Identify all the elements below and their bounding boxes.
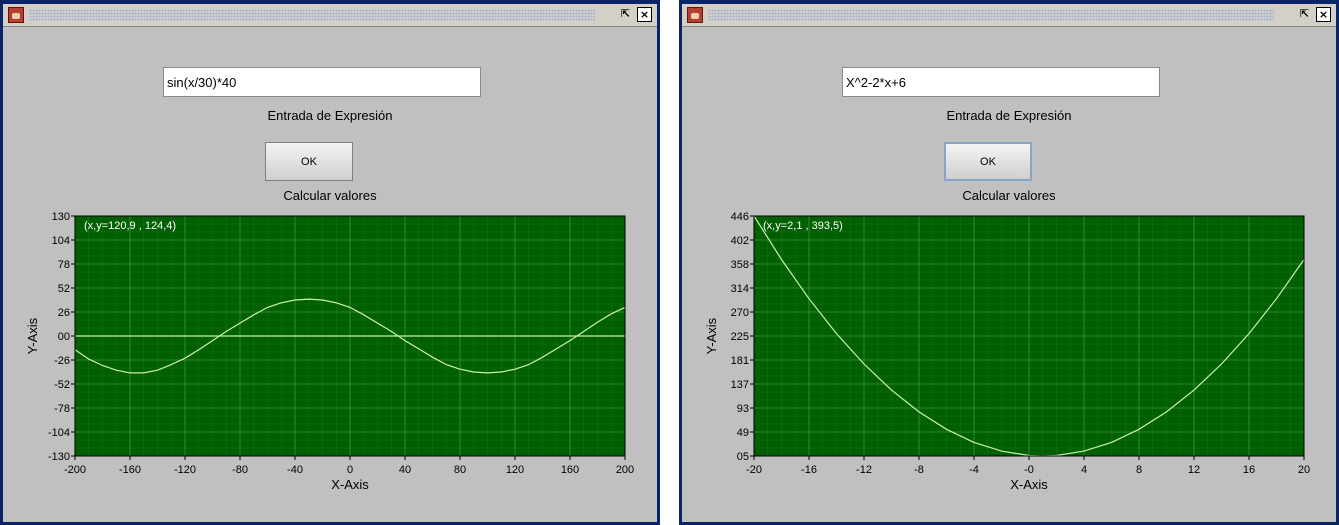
- ok-button[interactable]: OK: [265, 142, 353, 181]
- y-tick-label: 270: [731, 307, 749, 319]
- plotter-window-1: ⇱ × Entrada de Expresión OK Calcular val…: [0, 0, 660, 525]
- expression-input[interactable]: [842, 67, 1160, 97]
- title-bar[interactable]: ⇱ ×: [682, 4, 1336, 27]
- y-tick-label: 49: [737, 427, 749, 439]
- close-icon[interactable]: ×: [637, 7, 652, 22]
- x-tick-label: -120: [174, 464, 196, 476]
- x-tick-label: -40: [287, 464, 303, 476]
- y-tick-label: -104: [48, 427, 70, 439]
- restore-icon[interactable]: ⇱: [620, 7, 631, 20]
- y-tick-label: 181: [731, 355, 749, 367]
- function-chart: 446 402 358 314 270 225 181 137 93 49 05-20 -16 -12 -…: [704, 211, 1310, 492]
- java-app-icon: [687, 7, 703, 23]
- y-tick-label: 104: [52, 235, 70, 247]
- x-tick-label: 16: [1243, 464, 1255, 476]
- x-tick-label: -80: [232, 464, 248, 476]
- function-curve: [74, 298, 626, 374]
- title-bar[interactable]: ⇱ ×: [3, 4, 657, 27]
- y-tick-label: 26: [58, 307, 70, 319]
- y-tick-label: 137: [731, 379, 749, 391]
- plot-border: [74, 215, 626, 457]
- y-axis-label: Y-Axis: [25, 317, 40, 354]
- x-tick-label: 200: [616, 464, 634, 476]
- close-icon[interactable]: ×: [1316, 7, 1331, 22]
- y-tick-label: 446: [731, 211, 749, 223]
- x-axis-label: X-Axis: [331, 477, 369, 492]
- expression-input[interactable]: [163, 67, 481, 97]
- x-tick-label: 40: [399, 464, 411, 476]
- calculate-label: Calcular valores: [962, 188, 1056, 203]
- y-tick-label: 402: [731, 235, 749, 247]
- y-tick-label: 00: [58, 331, 70, 343]
- title-bar-grip[interactable]: [708, 9, 1274, 21]
- x-tick-label: 160: [561, 464, 579, 476]
- x-tick-label: -8: [914, 464, 924, 476]
- java-app-icon: [8, 7, 24, 23]
- x-tick-label: -200: [64, 464, 86, 476]
- plot-border: [753, 215, 1305, 457]
- y-tick-label: 225: [731, 331, 749, 343]
- x-tick-label: 80: [454, 464, 466, 476]
- x-tick-label: -20: [746, 464, 762, 476]
- x-tick-label: 8: [1136, 464, 1142, 476]
- restore-icon[interactable]: ⇱: [1299, 7, 1310, 20]
- x-tick-label: 20: [1298, 464, 1310, 476]
- y-tick-label: 358: [731, 259, 749, 271]
- x-tick-label: -4: [969, 464, 979, 476]
- title-bar-grip[interactable]: [29, 9, 595, 21]
- y-axis-label: Y-Axis: [704, 317, 719, 354]
- x-tick-label: 12: [1188, 464, 1200, 476]
- y-tick-label: 52: [58, 283, 70, 295]
- y-tick-label: -78: [54, 403, 70, 415]
- expression-label: Entrada de Expresión: [267, 108, 393, 123]
- x-tick-label: 4: [1081, 464, 1087, 476]
- x-tick-label: -160: [119, 464, 141, 476]
- x-tick-label: -16: [801, 464, 817, 476]
- x-tick-label: -0: [1024, 464, 1034, 476]
- plotter-window-2: ⇱ × Entrada de Expresión OK Calcular val…: [679, 0, 1339, 525]
- coordinates-readout: (x,y=2,1 , 393,5): [763, 220, 843, 232]
- coordinates-readout: (x,y=120,9 , 124,4): [84, 220, 176, 232]
- y-tick-label: -130: [48, 451, 70, 463]
- x-tick-label: -12: [856, 464, 872, 476]
- function-chart: 130 104 78 52 26 00 -26 -52 -78 -104 -130-200 -160 -…: [25, 211, 634, 492]
- y-tick-label: 93: [737, 403, 749, 415]
- y-tick-label: -26: [54, 355, 70, 367]
- y-tick-label: 130: [52, 211, 70, 223]
- y-tick-label: 314: [731, 283, 749, 295]
- x-tick-label: 120: [506, 464, 524, 476]
- ok-button[interactable]: OK: [944, 142, 1032, 181]
- x-axis-label: X-Axis: [1010, 477, 1048, 492]
- calculate-label: Calcular valores: [283, 188, 377, 203]
- y-tick-label: 05: [737, 451, 749, 463]
- expression-label: Entrada de Expresión: [946, 108, 1072, 123]
- y-tick-label: 78: [58, 259, 70, 271]
- x-tick-label: 0: [347, 464, 353, 476]
- y-tick-label: -52: [54, 379, 70, 391]
